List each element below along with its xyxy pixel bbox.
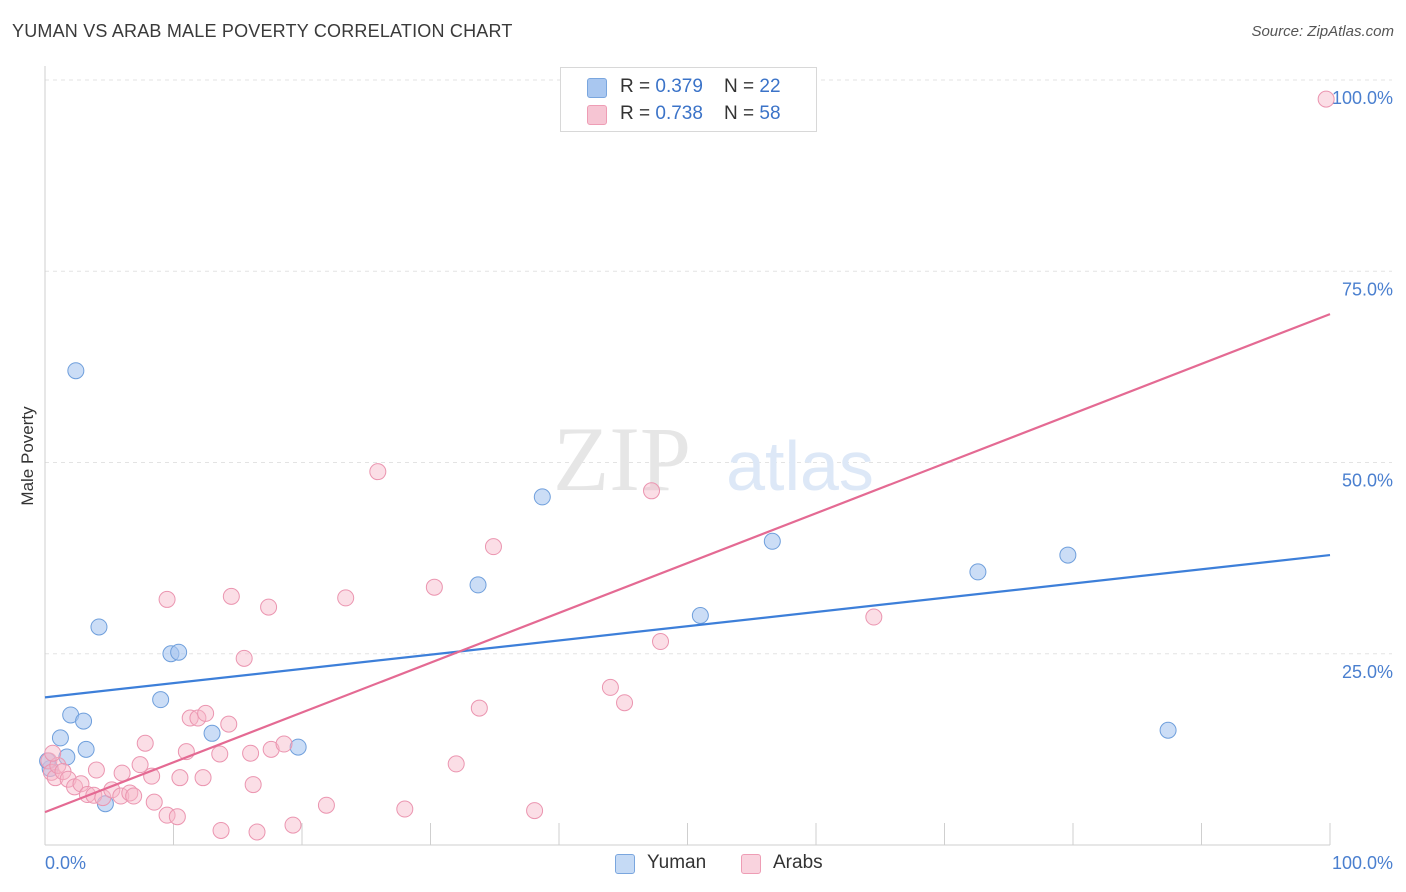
legend-swatch-arabs [587,105,607,125]
x-tick-label: 0.0% [45,853,86,873]
point-yuman [152,691,170,709]
point-arabs [284,816,302,834]
point-yuman [969,563,987,581]
point-arabs [197,704,215,722]
point-arabs [220,715,238,733]
point-arabs [317,796,335,814]
trend-lines [44,313,1331,814]
point-yuman [67,362,85,380]
point-arabs [262,740,280,758]
y-tick-label: 50.0% [1342,471,1393,491]
chart-title: YUMAN VS ARAB MALE POVERTY CORRELATION C… [12,21,513,41]
axes [44,66,1331,846]
point-arabs [212,821,230,839]
point-arabs [616,694,634,712]
point-arabs [113,764,131,782]
legend-n-value-yuman: 22 [759,76,781,97]
legend-r-label: R = [620,76,656,97]
point-yuman [203,724,221,742]
point-arabs [396,800,414,818]
point-arabs [260,598,278,616]
gridlines [45,79,1392,655]
watermark: ZIP atlas [553,408,874,510]
trend-line-arabs [44,313,1331,814]
y-tick-label: 100.0% [1332,88,1393,108]
point-arabs [171,769,189,787]
point-arabs [72,775,90,793]
legend-n-label: N = [724,76,760,97]
point-arabs [145,793,163,811]
point-arabs [601,678,619,696]
point-arabs [244,776,262,794]
point-arabs [131,756,149,774]
x-tick-label: 100.0% [1332,853,1393,873]
point-yuman [90,618,108,636]
point-arabs [242,744,260,762]
point-arabs [235,649,253,667]
point-arabs [643,482,661,500]
point-arabs [222,587,240,605]
legend-n-label: N = [724,103,760,124]
point-arabs [447,755,465,773]
point-arabs [211,745,229,763]
bottom-legend-label-arabs: Arabs [773,852,823,873]
point-arabs [194,769,212,787]
watermark-zip: ZIP [553,408,691,510]
legend-r-label: R = [620,103,656,124]
point-yuman [763,532,781,550]
tick-labels: 0.0% 100.0% 25.0% 50.0% 75.0% 100.0% [45,88,1393,873]
point-arabs [369,463,387,481]
bottom-legend-swatch-yuman [615,854,635,874]
watermark-atlas: atlas [726,427,874,505]
y-tick-label: 25.0% [1342,662,1393,682]
legend-swatch-yuman [587,78,607,98]
bottom-legend-swatch-arabs [741,854,761,874]
point-yuman [170,643,188,661]
point-arabs [112,787,130,805]
point-yuman [691,607,709,624]
point-arabs [337,589,355,607]
point-arabs [125,787,143,805]
point-arabs [168,808,186,826]
point-yuman [1059,546,1077,564]
point-arabs [425,578,443,596]
point-yuman [469,576,487,594]
point-yuman [77,740,95,758]
point-arabs [1317,90,1335,108]
point-arabs [865,608,883,626]
legend-r-value-arabs: 0.738 [655,103,703,124]
point-yuman [75,712,93,730]
point-yuman [289,738,307,756]
stats-legend: R = 0.379 N = 22 R = 0.738 N = 58 [560,67,817,132]
point-arabs [158,590,176,608]
bottom-legend-label-yuman: Yuman [647,852,707,873]
point-yuman [1159,721,1177,739]
point-arabs [652,633,670,651]
point-arabs [275,735,293,753]
y-tick-label: 75.0% [1342,279,1393,299]
point-arabs [87,761,105,779]
point-arabs [248,823,266,841]
point-yuman [533,488,551,506]
legend-n-value-arabs: 58 [759,103,781,124]
y-axis-label: Male Poverty [18,406,37,506]
point-arabs [484,538,502,556]
series-arabs [40,90,1335,841]
point-arabs [526,802,544,820]
point-yuman [51,729,69,747]
legend-r-value-yuman: 0.379 [655,76,703,97]
trend-line-yuman [44,553,1331,699]
point-arabs [136,734,154,752]
point-arabs [44,744,62,762]
point-arabs [470,699,488,717]
source-label: Source: ZipAtlas.com [1251,23,1394,40]
